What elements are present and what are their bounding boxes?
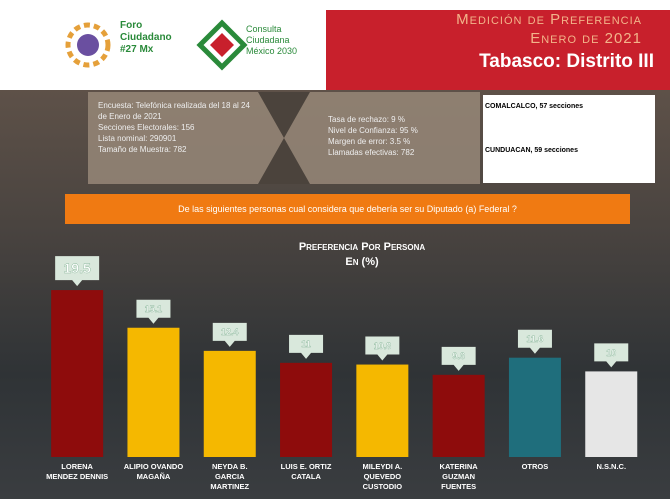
bar <box>356 365 408 457</box>
category-label: KATERINA GUZMAN FUENTES <box>427 462 491 492</box>
value-label: 11.6 <box>526 334 543 344</box>
category-label: MILEYDI A. QUEVEDO CUSTODIO <box>350 462 414 492</box>
category-label: LUIS E. ORTIZ CATALA <box>274 462 338 482</box>
chart-subtitle: En (%) <box>345 256 379 268</box>
infographic: Foro Ciudadano #27 Mx Consulta Ciudadana… <box>0 0 670 499</box>
value-label: 9.6 <box>452 351 465 361</box>
bar <box>509 358 561 457</box>
value-label: 12.4 <box>221 327 239 337</box>
bar <box>51 290 103 457</box>
bar <box>127 328 179 457</box>
category-label: LORENA MENDEZ DENNIS <box>45 462 109 482</box>
category-label: NEYDA B. GARCIA MARTINEZ <box>198 462 262 492</box>
category-label: N.S.N.C. <box>579 462 643 472</box>
chart: Preferencia Por Persona En (%) 19.5 15.1 1… <box>0 0 670 499</box>
bar <box>204 351 256 457</box>
bar <box>280 363 332 457</box>
value-label: 10 <box>606 348 616 358</box>
value-label: 15.1 <box>145 304 163 314</box>
bar <box>585 371 637 457</box>
value-label: 19.5 <box>64 260 91 276</box>
category-label: ALIPIO OVANDO MAGAÑA <box>121 462 185 482</box>
chart-title: Preferencia Por Persona <box>299 241 426 253</box>
category-label: OTROS <box>503 462 567 472</box>
bar <box>433 375 485 457</box>
value-label: 10.8 <box>374 341 392 351</box>
value-label: 11 <box>301 339 311 349</box>
